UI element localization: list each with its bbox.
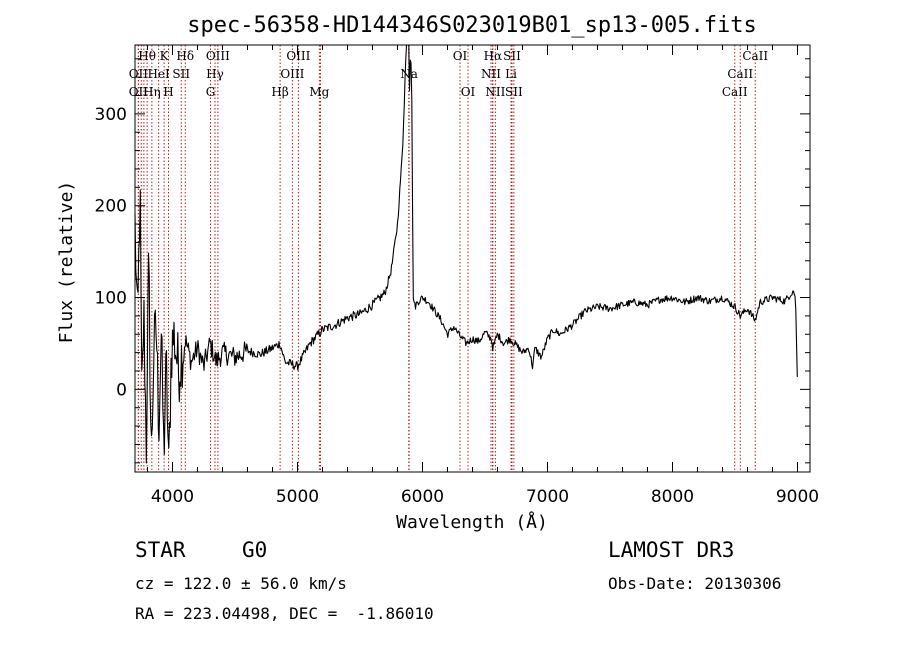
coordinates: RA = 223.04498, DEC = -1.86010 — [135, 604, 434, 623]
line-label: OI — [461, 85, 476, 99]
line-label: CaII — [742, 49, 768, 63]
line-label: HeI — [147, 67, 170, 81]
line-label: OIII — [280, 67, 304, 81]
line-label: OIII — [206, 49, 230, 63]
y-tick-label: 200 — [95, 197, 127, 217]
spectral-line-markers — [137, 45, 756, 472]
line-label: H — [163, 85, 173, 99]
line-label: CaII — [727, 67, 753, 81]
x-tick-label: 8000 — [651, 487, 694, 507]
observation-date: Obs-Date: 20130306 — [608, 574, 782, 593]
axis-ticks — [135, 45, 810, 472]
line-label: Hα — [484, 49, 503, 63]
line-label: OII — [129, 67, 149, 81]
y-tick-label: 0 — [116, 380, 127, 400]
x-tick-label: 4000 — [151, 487, 194, 507]
object-subclass: G0 — [242, 538, 268, 562]
line-label: OII — [129, 85, 149, 99]
line-label: Hγ — [206, 67, 224, 81]
line-label: SII — [172, 67, 190, 81]
plot-frame — [134, 44, 811, 473]
line-label: CaII — [722, 85, 748, 99]
redshift-cz: cz = 122.0 ± 56.0 km/s — [135, 574, 347, 593]
x-tick-label: 7000 — [526, 487, 569, 507]
line-label: Hβ — [271, 85, 288, 99]
x-tick-label: 9000 — [776, 487, 819, 507]
line-label: SII — [505, 85, 523, 99]
x-tick-label: 5000 — [276, 487, 319, 507]
line-label: NII — [485, 85, 505, 99]
chart-title: spec-56358-HD144346S023019B01_sp13-005.f… — [187, 13, 757, 38]
line-label: G — [206, 85, 216, 99]
line-label: Mg — [309, 85, 329, 99]
x-tick-label: 6000 — [401, 487, 444, 507]
survey-name: LAMOST DR3 — [608, 538, 735, 562]
line-label: SII — [503, 49, 521, 63]
line-label: Li — [505, 67, 517, 81]
line-label: Hθ — [138, 49, 156, 63]
line-label: Hδ — [176, 49, 194, 63]
line-label: K — [160, 49, 170, 63]
spectrum-line — [134, 44, 798, 464]
line-label: NII — [481, 67, 501, 81]
x-axis-label: Wavelength (Å) — [396, 511, 548, 533]
y-tick-label: 300 — [95, 105, 127, 125]
axis-tick-labels: 4000 5000 6000 7000 8000 9000 0 100 200 300 — [95, 105, 820, 507]
line-label: Hη — [143, 85, 161, 99]
line-label: OI — [453, 49, 468, 63]
object-class: STAR — [135, 538, 186, 562]
y-axis-label: Flux (relative) — [56, 181, 77, 344]
y-tick-label: 100 — [95, 289, 127, 309]
line-label: OIII — [286, 49, 310, 63]
